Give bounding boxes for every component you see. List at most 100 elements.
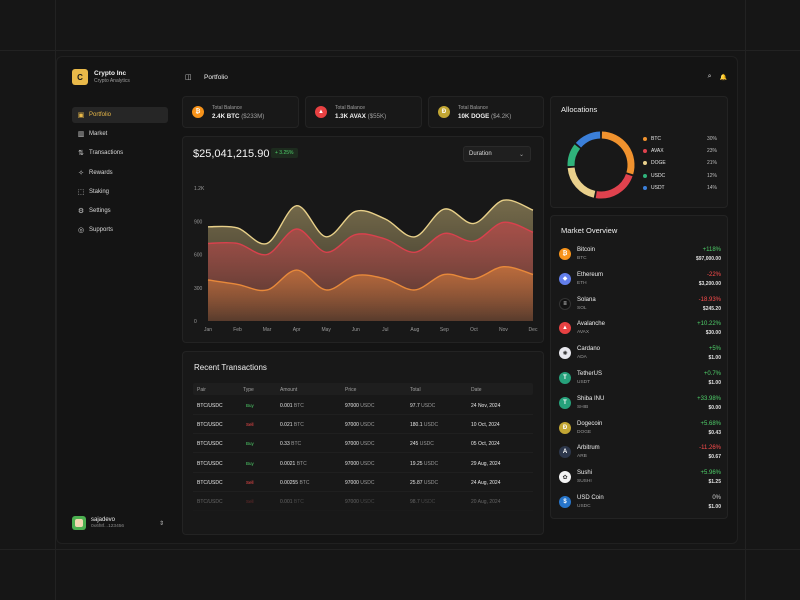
legend-percent: 21% <box>706 160 717 167</box>
column-header[interactable]: Price <box>345 386 357 393</box>
balance-label: Total Balance <box>458 104 489 111</box>
legend-item: USDC 12% <box>643 170 717 182</box>
x-tick-label: Oct <box>470 327 478 333</box>
total-value: 25.87 <box>410 479 423 486</box>
area-chart: 0 300 600 900 1.2K Jan Feb Mar Apr May Jun Jul Aug Se… <box>194 186 538 333</box>
coin-symbol: ETH <box>577 280 587 286</box>
x-tick-label: Feb <box>233 327 242 333</box>
sidebar-item-rewards[interactable]: ✧ Rewards <box>72 165 168 181</box>
amount-value: 0.33 <box>280 441 290 448</box>
sidebar-item-market[interactable]: ▥ Market <box>72 126 168 142</box>
sidebar-item-settings[interactable]: ⚙ Settings <box>72 203 168 219</box>
guide-line <box>0 50 800 51</box>
column-header[interactable]: Total <box>410 386 421 393</box>
wallet-address: 0x6f8f...123456 <box>91 524 125 529</box>
market-title: Market Overview <box>561 226 618 235</box>
series-line-bottom <box>207 265 534 292</box>
market-row[interactable]: $ USD Coin USDC 0% $1.00 <box>559 493 721 518</box>
table-row[interactable]: BTC/USDC Buy 0.001 BTC 97000 USDC 97.7 USDC 2… <box>193 396 533 415</box>
date-cell: 24 Nov, 2024 <box>471 403 501 409</box>
table-row[interactable]: BTC/USDC Sell 0.001 BTC 97000 USDC 98.7 USDC… <box>193 492 533 511</box>
transactions-title: Recent Transactions <box>194 363 267 372</box>
market-row[interactable]: ◆ Ethereum ETH -22% $3,200.00 <box>559 270 721 295</box>
allocations-title: Allocations <box>561 105 598 114</box>
user-profile[interactable]: sajadevo 0x6f8f...123456 ⇕ <box>72 516 164 530</box>
market-overview-card: Market Overview ₿ Bitcoin BTC +118% $97,000.… <box>550 215 728 519</box>
brand[interactable]: C Crypto Inc Crypto Analytics <box>72 69 130 85</box>
type-cell: Sell <box>246 479 254 485</box>
donut-slice-usdt[interactable] <box>575 131 601 148</box>
column-header[interactable]: Type <box>243 386 254 393</box>
coin-name: Shiba INU <box>577 395 605 402</box>
bitcoin-icon: ₿ <box>559 248 571 260</box>
legend-dot <box>643 149 647 154</box>
coin-symbol: SOL <box>577 305 587 311</box>
balance-card: ▲ Total Balance 1.3K AVAX ($55K) <box>305 96 422 128</box>
coin-price: $245.20 <box>702 305 721 312</box>
coin-name: TetherUS <box>577 371 603 377</box>
table-row[interactable]: BTC/USDC Sell 0.021 BTC 97000 USDC 180.1 USD… <box>193 415 533 435</box>
market-row[interactable]: A Arbitrum ARB -11.26% $0.67 <box>559 443 721 468</box>
market-row[interactable]: T Shiba INU SHIB +33.98% $0.00 <box>559 394 721 419</box>
coin-price: $1.25 <box>708 479 721 486</box>
table-row[interactable]: BTC/USDC Buy 0.33 BTC 97000 USDC 245 USDC 05 … <box>193 434 533 454</box>
amount-cell: 0.001 BTC <box>280 499 304 505</box>
donut-slice-doge[interactable] <box>567 167 596 198</box>
amount-unit: BTC <box>291 441 302 448</box>
usdc-icon: $ <box>559 496 571 508</box>
table-row[interactable]: BTC/USDC Buy 0.0021 BTC 97000 USDC 19.25 USD… <box>193 454 533 473</box>
sidebar-item-label: Rewards <box>89 169 113 176</box>
ethereum-icon: ◆ <box>559 272 571 285</box>
coin-change: +5.68% <box>700 420 721 427</box>
price-cell: 97000 USDC <box>345 499 374 505</box>
donut-slice-btc[interactable] <box>601 131 635 175</box>
balance-value: 1.3K AVAX ($55K) <box>335 113 386 120</box>
coin-symbol: SHIB <box>577 404 589 410</box>
balance-amount: 2.4K BTC <box>212 112 240 120</box>
legend-item: AVAX 23% <box>643 145 717 157</box>
coin-price: $30.00 <box>705 330 721 337</box>
legend-dot <box>643 173 647 178</box>
balance-amount: 10K DOGE <box>458 112 490 120</box>
portfolio-value: $25,041,215.90 <box>193 148 270 160</box>
market-row[interactable]: ₿ Bitcoin BTC +118% $97,000.00 <box>559 245 721 270</box>
market-row[interactable]: ≡ Solana SOL -18.93% $245.20 <box>559 295 721 320</box>
column-header[interactable]: Date <box>471 386 482 393</box>
table-row[interactable]: BTC/USDC Sell 0.00255 BTC 97000 USDC 25.87 U… <box>193 473 533 492</box>
sidebar-item-label: Staking <box>89 188 110 195</box>
donut-slice-usdc[interactable] <box>567 144 581 167</box>
market-row[interactable]: ✿ Sushi SUSHI +5.96% $1.25 <box>559 468 721 493</box>
sidebar-toggle-icon[interactable]: ◫ <box>185 74 192 81</box>
sidebar-item-transactions[interactable]: ⇅ Transactions <box>72 145 168 161</box>
sidebar-item-portfolio[interactable]: ▣ Portfolio <box>72 107 168 123</box>
column-header[interactable]: Amount <box>280 386 298 393</box>
market-row[interactable]: ✺ Cardano ADA +5% $1.00 <box>559 344 721 369</box>
coin-change: -22% <box>706 271 721 278</box>
type-cell: Buy <box>246 460 254 466</box>
chevron-updown-icon[interactable]: ⇕ <box>158 520 164 527</box>
sidebar: C Crypto Inc Crypto Analytics ▣ Portfolio… <box>57 57 177 543</box>
amount-unit: BTC <box>296 460 307 467</box>
sidebar-item-supports[interactable]: ◎ Supports <box>72 222 168 238</box>
user-name: sajadevo <box>91 517 116 523</box>
total-unit: USDC <box>419 441 434 448</box>
market-row[interactable]: T TetherUS USDT +0.7% $1.00 <box>559 369 721 394</box>
app-window: C Crypto Inc Crypto Analytics ▣ Portfolio… <box>56 56 738 544</box>
date-cell: 05 Oct, 2024 <box>471 441 500 448</box>
balance-card: Ð Total Balance 10K DOGE ($4.2K) <box>428 96 544 128</box>
search-icon[interactable]: ⌕ <box>707 73 712 80</box>
donut-slice-avax[interactable] <box>595 173 633 199</box>
bell-icon[interactable]: 🔔 <box>719 74 727 81</box>
market-row[interactable]: ▲ Avalanche AVAX +10.22% $30.00 <box>559 319 721 344</box>
market-row[interactable]: Ð Dogecoin DOGE +5.68% $0.43 <box>559 419 721 444</box>
balance-value: 2.4K BTC ($233M) <box>212 113 264 120</box>
duration-select[interactable]: Duration ⌄ <box>463 146 531 162</box>
x-tick-label: Jul <box>382 327 388 333</box>
legend-label: AVAX <box>651 148 664 155</box>
sushi-icon: ✿ <box>559 471 571 484</box>
total-value: 98.7 <box>410 499 420 505</box>
series-line-middle <box>207 221 534 256</box>
sidebar-nav: ▣ Portfolio ▥ Market ⇅ Transactions ✧ Rewards ⬚ S… <box>72 107 168 241</box>
sidebar-item-staking[interactable]: ⬚ Staking <box>72 184 168 200</box>
column-header[interactable]: Pair <box>197 386 206 393</box>
